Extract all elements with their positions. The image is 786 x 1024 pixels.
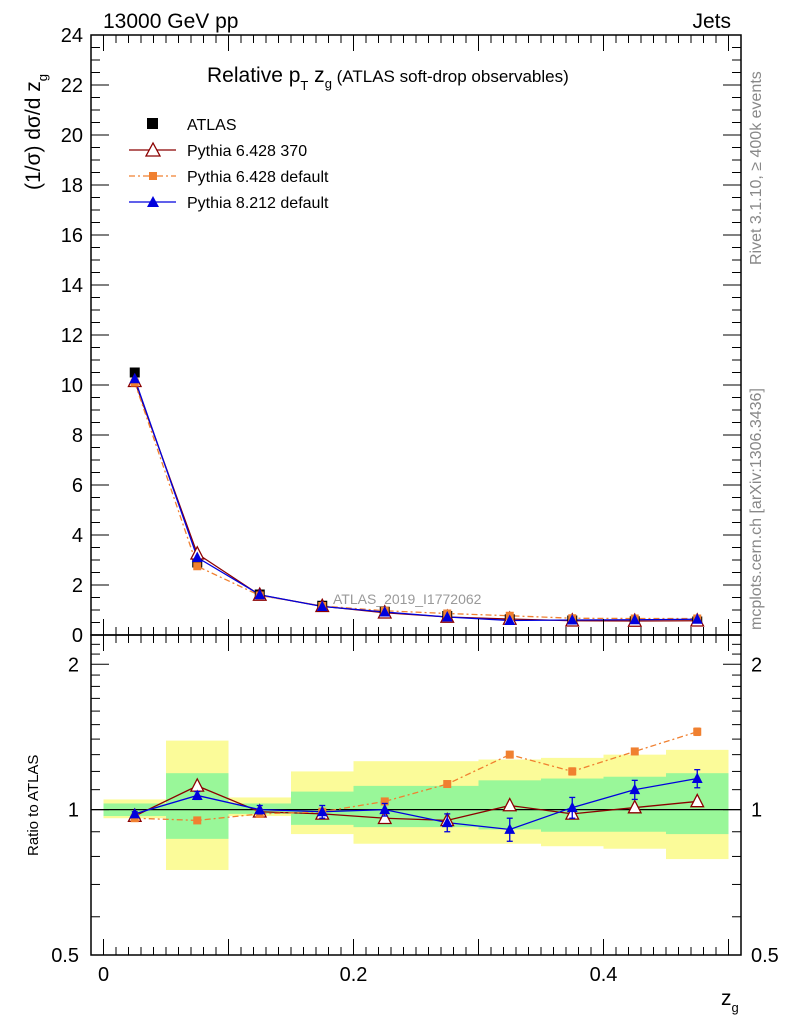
data-point-py8 — [316, 600, 328, 611]
y-tick-label: 18 — [61, 175, 83, 197]
x-axis-label: zg — [721, 987, 739, 1015]
series-line-py6_370 — [134, 381, 698, 622]
ratio-point-py8 — [629, 783, 641, 795]
legend-label-py6-default: Pythia 6.428 default — [187, 169, 329, 186]
data-point-py8 — [566, 614, 578, 625]
ratio-point-py6_default — [693, 727, 702, 736]
ratio-tick-label: 1 — [751, 800, 762, 822]
ratio-tick-label: 2 — [68, 654, 79, 676]
x-tick-label: 0.4 — [590, 964, 618, 986]
header-energy: 13000 GeV pp — [103, 10, 238, 33]
data-point-py8 — [441, 611, 453, 622]
legend-label-atlas: ATLAS — [187, 117, 237, 134]
data-point-py8 — [379, 606, 391, 617]
y-tick-label: 12 — [61, 325, 83, 347]
y-tick-label: 22 — [61, 75, 83, 97]
ratio-point-py6_370 — [502, 797, 518, 812]
ratio-tick-label: 0.5 — [751, 945, 779, 967]
y-tick-label: 4 — [72, 525, 83, 547]
data-point-py6_default — [193, 562, 202, 571]
y-tick-label: 10 — [61, 375, 83, 397]
ratio-bands — [91, 740, 741, 870]
ratio-point-py6_370 — [627, 799, 643, 814]
series-line-py8 — [134, 378, 698, 622]
ratio-tick-label: 2 — [751, 654, 762, 676]
y-tick-label: 0 — [72, 625, 83, 647]
y-tick-label: 8 — [72, 425, 83, 447]
analysis-watermark: ATLAS_2019_I1772062 — [333, 591, 482, 607]
data-point-py8 — [691, 613, 703, 624]
data-point-data — [129, 367, 140, 378]
data-point-py8 — [504, 614, 516, 625]
header-category: Jets — [692, 10, 731, 33]
y-tick-label: 14 — [61, 275, 83, 297]
series-lines — [134, 378, 698, 831]
legend-marker-py8 — [147, 196, 159, 207]
plot-title: Relative pT zg (ATLAS soft-drop observab… — [207, 64, 569, 93]
ratio-point-py6_default — [630, 747, 639, 756]
ratio-point-py6_370 — [689, 793, 705, 808]
ratio-line-py6_370 — [134, 785, 698, 822]
y-tick-label: 20 — [61, 125, 83, 147]
ratio-point-py8 — [504, 823, 516, 834]
y-axis-label-ratio: Ratio to ATLAS — [25, 755, 42, 856]
legend-marker-atlas — [147, 118, 158, 129]
x-tick-label: 0 — [98, 964, 109, 986]
ratio-point-py8 — [441, 816, 453, 828]
rivet-label: Rivet 3.1.10, ≥ 400k events — [748, 71, 765, 265]
data-point-py8 — [629, 613, 641, 625]
series-markers — [127, 367, 705, 842]
ratio-point-py8 — [254, 803, 266, 815]
ratio-point-py8 — [191, 789, 203, 800]
ratio-point-py8 — [691, 772, 703, 784]
ratio-tick-label: 0.5 — [51, 945, 79, 967]
series-line-py6_default — [134, 382, 698, 620]
legend-label-py8: Pythia 8.212 default — [187, 195, 329, 212]
ratio-point-py8 — [316, 805, 328, 817]
x-tick-label: 0.2 — [340, 964, 368, 986]
ratio-point-py8 — [129, 807, 141, 819]
y-axis-label-top: (1/σ) dσ/d zg — [22, 74, 50, 190]
legend-marker-py6-370 — [144, 141, 162, 157]
ratio-line-py6_default — [134, 731, 698, 822]
ratio-point-py6_default — [380, 797, 389, 806]
ratio-tick-label: 1 — [68, 800, 79, 822]
ratio-point-py6_default — [443, 780, 452, 789]
ratio-point-py8 — [379, 803, 391, 815]
ratio-line-py8 — [134, 777, 698, 831]
legend: ATLAS Pythia 6.428 370 Pythia 6.428 defa… — [129, 117, 329, 212]
legend-marker-py6-default — [149, 172, 157, 180]
y-tick-label: 24 — [61, 25, 83, 47]
data-point-py8 — [129, 372, 141, 384]
ratio-point-py6_default — [568, 767, 577, 776]
y-tick-label: 16 — [61, 225, 83, 247]
legend-label-py6-370: Pythia 6.428 370 — [187, 143, 307, 160]
y-tick-label: 2 — [72, 575, 83, 597]
data-point-py8 — [254, 588, 266, 600]
ratio-point-py6_370 — [377, 809, 393, 825]
mcplots-label: mcplots.cern.ch [arXiv:1306.3436] — [748, 388, 765, 630]
ratio-point-py8 — [566, 801, 578, 813]
ratio-point-py6_default — [193, 816, 202, 825]
data-point-py8 — [191, 551, 203, 562]
y-tick-label: 6 — [72, 475, 83, 497]
ratio-point-py6_default — [505, 750, 514, 759]
